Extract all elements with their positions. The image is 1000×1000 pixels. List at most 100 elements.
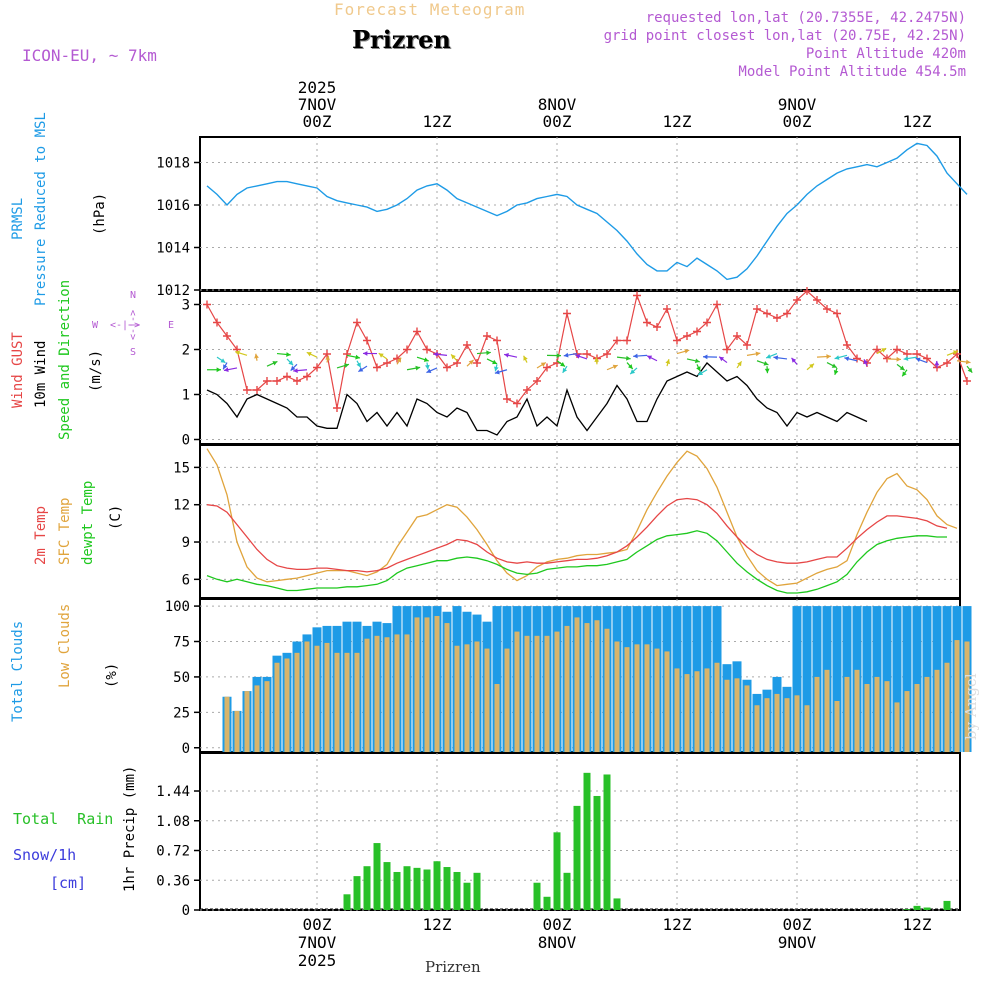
gust-marker	[643, 318, 651, 327]
rain-bar	[563, 872, 571, 910]
low-cloud-bar	[744, 685, 750, 752]
ytick-label-2-3: 15	[173, 460, 190, 476]
wind-arrow-head	[560, 361, 566, 367]
low-cloud-bar	[484, 648, 490, 752]
rain-bar	[363, 866, 371, 910]
low-cloud-bar	[654, 648, 660, 752]
rain-bar	[543, 896, 551, 910]
gust-marker	[673, 336, 681, 345]
wind-arrow-head	[468, 359, 474, 365]
rain-bar	[903, 909, 911, 910]
credit-watermark: by Angel	[962, 673, 980, 740]
top-time-label: 00Z	[303, 112, 332, 131]
low-cloud-bar	[954, 640, 960, 752]
wind-arrow-head	[826, 354, 831, 359]
axis-labels: 10121014101610180123691215025507510000.3…	[156, 78, 932, 970]
point-altitude: Point Altitude 420m	[805, 46, 966, 62]
bottom-time-label: 12Z	[903, 915, 932, 934]
low-cloud-bar	[404, 634, 410, 752]
total-cloud-bar	[912, 606, 922, 752]
ytick-label-2-0: 6	[182, 572, 190, 588]
ytick-label-1-1: 1	[182, 388, 190, 404]
gust-marker	[823, 305, 831, 313]
top-time-label: 00Z	[543, 112, 572, 131]
gust-marker	[223, 332, 231, 340]
gust-marker	[563, 309, 571, 318]
low-cloud-bar	[964, 641, 970, 752]
gust-marker	[583, 350, 591, 358]
gust-marker	[853, 354, 861, 363]
gust-marker	[313, 363, 321, 372]
rain-bar	[353, 876, 361, 910]
gust-marker	[923, 354, 931, 363]
bottom-time-label: 00Z	[783, 915, 812, 934]
rain-bar	[463, 882, 471, 910]
gust-marker	[503, 395, 511, 403]
wind-arrow-head	[633, 353, 638, 359]
gust-marker	[613, 336, 621, 345]
gust-marker	[813, 296, 821, 304]
wind-arrow-head	[630, 369, 636, 375]
gust-marker	[273, 377, 281, 385]
rain-bar	[413, 867, 421, 910]
model-altitude: Model Point Altitude 454.5m	[738, 64, 966, 80]
wind-arrow-head	[355, 354, 360, 360]
low-cloud-bar	[254, 685, 260, 752]
rain-bar	[473, 872, 481, 910]
wind-arrow-head	[254, 353, 259, 359]
gust-marker	[293, 377, 301, 385]
wind-arrow-head	[494, 366, 499, 372]
wind-arrow-head	[791, 357, 797, 363]
bottom-time-label: 00Z	[303, 915, 332, 934]
low-cloud-bar	[794, 695, 800, 752]
ytick-label-4-2: 0.72	[156, 844, 190, 860]
grid-point-coords: grid point closest lon,lat (20.75E, 42.2…	[603, 28, 966, 44]
wind-arrow-head	[694, 358, 700, 364]
low-cloud-bar	[544, 635, 550, 752]
gust-marker	[353, 318, 361, 327]
panel-frames	[199, 136, 961, 911]
low-cloud-bar	[284, 658, 290, 752]
low-cloud-bar	[394, 634, 400, 752]
low-cloud-bar	[894, 702, 900, 752]
low-cloud-bar	[334, 652, 340, 752]
data-marks	[200, 142, 973, 910]
ytick-label-4-0: 0	[182, 903, 190, 919]
requested-coords: requested lon,lat (20.7355E, 42.2475N)	[645, 10, 966, 26]
precip-unit: 1hr Precip (mm)	[122, 765, 138, 892]
wind-arrow-head	[290, 365, 296, 371]
low-cloud-bar	[444, 623, 450, 752]
low-cloud-bar	[804, 705, 810, 752]
wind-arrow-head	[934, 360, 940, 366]
low-cloud-bar	[224, 696, 230, 752]
low-cloud-bar	[534, 635, 540, 752]
wind-speed-dir-label: Speed and Direction	[57, 279, 73, 440]
ytick-label-3-2: 50	[173, 670, 190, 686]
wind-arrow-head	[235, 350, 241, 356]
wind-arrow-head	[967, 367, 973, 373]
low-cloud-bar	[424, 617, 430, 752]
low-cloud-bar	[924, 676, 930, 752]
gust-marker	[773, 314, 781, 322]
low-cloud-bar	[914, 684, 920, 752]
wind-10m-line	[206, 362, 868, 436]
gust-marker	[793, 296, 801, 304]
low-cloud-bar	[814, 676, 820, 752]
wind-arrow-head	[272, 361, 278, 366]
rain-bar	[383, 862, 391, 910]
gust-marker	[733, 332, 741, 340]
gust-marker	[473, 359, 481, 367]
low-cloud-bar	[614, 641, 620, 752]
gust-marker	[913, 350, 921, 358]
gust-marker	[463, 341, 471, 349]
wind-arrow-head	[737, 361, 742, 367]
wind-arrow-head	[831, 363, 837, 368]
wind-arrow-head	[325, 355, 330, 361]
rain-bar	[393, 871, 401, 910]
wind-arrow-head	[773, 355, 779, 361]
low-cloud-bar	[704, 668, 710, 752]
wind-arrow-head	[612, 364, 618, 370]
rain-bar	[603, 774, 611, 910]
ytick-label-4-3: 1.08	[156, 814, 190, 830]
ytick-label-3-4: 100	[165, 599, 190, 615]
